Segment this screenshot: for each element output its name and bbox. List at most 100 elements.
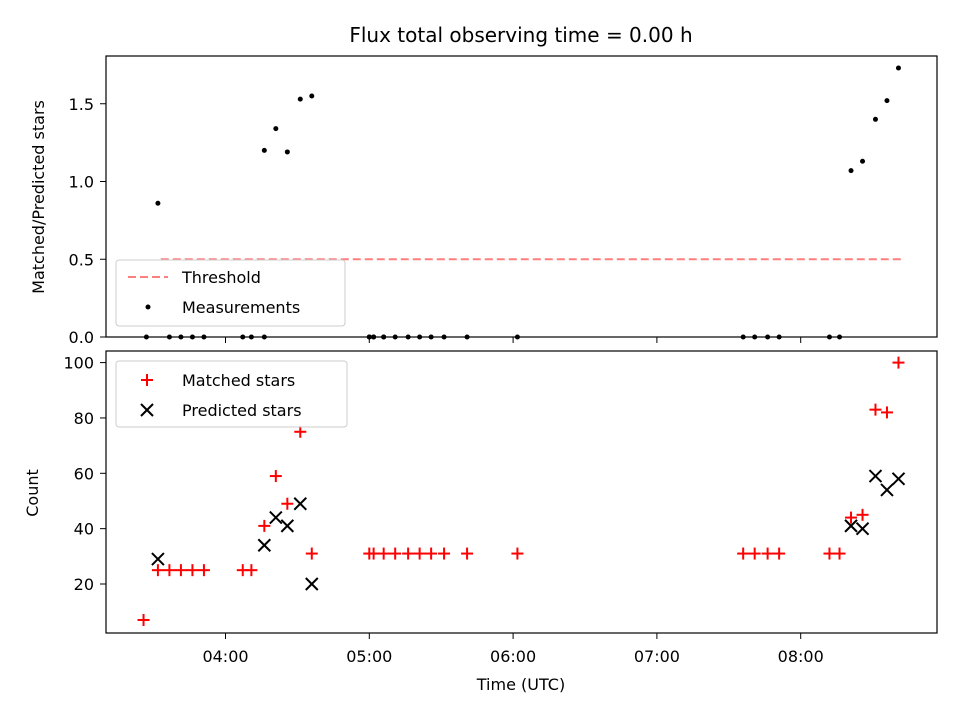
top-y-tick-label: 0.0 — [69, 328, 94, 347]
measurements-legend-swatch — [145, 304, 151, 310]
measurement-point — [428, 334, 434, 340]
matched-legend-label: Matched stars — [182, 371, 295, 390]
measurement-point — [143, 334, 149, 340]
predicted-star-marker — [293, 497, 307, 511]
x-tick-label: 04:00 — [202, 647, 248, 666]
predicted-star-marker — [855, 521, 870, 536]
predicted-star-stroke-b — [891, 472, 906, 486]
x-tick-label: 07:00 — [634, 647, 680, 666]
predicted-star-stroke-b — [280, 519, 295, 533]
predicted-star-marker — [151, 552, 165, 566]
bottom-y-axis-label: Count — [23, 469, 42, 517]
measurement-point — [765, 334, 771, 340]
measurement-points — [143, 65, 901, 340]
measurements-legend-label: Measurements — [182, 298, 300, 317]
matched-star-marker — [137, 613, 150, 626]
top-y-tick-label: 1.5 — [69, 95, 94, 114]
matched-star-marker — [869, 403, 882, 416]
bottom-y-tick-label: 60 — [74, 464, 94, 483]
bottom-panel: 20 40 60 80 100 04:00 05:00 06:00 07:00 08:00 Co… — [23, 350, 938, 694]
top-legend: Threshold Measurements — [115, 259, 346, 327]
matched-star-marker — [163, 564, 176, 577]
matched-star-marker — [245, 564, 258, 577]
predicted-star-marker — [868, 469, 883, 483]
measurement-point — [872, 116, 878, 122]
measurement-point — [826, 334, 832, 340]
predicted-star-stroke-b — [151, 552, 165, 566]
measurement-point — [752, 334, 758, 340]
bottom-y-tick-label: 100 — [63, 354, 94, 373]
measurement-point — [776, 334, 782, 340]
measurement-point — [381, 334, 387, 340]
measurement-point — [297, 96, 303, 102]
x-tick-label: 05:00 — [346, 647, 392, 666]
measurement-point — [273, 126, 279, 132]
measurement-point — [166, 334, 172, 340]
matched-star-marker — [305, 547, 318, 560]
measurement-point — [405, 334, 411, 340]
matched-star-marker — [377, 547, 390, 560]
measurement-point — [837, 334, 843, 340]
predicted-legend-label: Predicted stars — [182, 401, 302, 420]
matched-star-marker — [413, 547, 426, 560]
predicted-star-stroke-b — [269, 510, 283, 525]
predicted-star-stroke-b — [293, 497, 307, 511]
predicted-star-marker — [844, 519, 858, 533]
top-panel: 0.0 0.5 1.0 1.5 Matched/Predicted stars Thr… — [29, 55, 938, 347]
matched-star-marker — [281, 497, 294, 510]
measurement-point — [284, 149, 290, 155]
measurement-point — [417, 334, 423, 340]
matched-star-marker — [174, 564, 187, 577]
x-axis-label: Time (UTC) — [476, 675, 565, 694]
x-tick-label: 06:00 — [490, 647, 536, 666]
measurement-point — [392, 334, 398, 340]
predicted-star-stroke-b — [868, 469, 883, 483]
top-y-ticks: 0.0 0.5 1.0 1.5 — [69, 95, 106, 347]
measurement-point — [848, 168, 854, 174]
predicted-star-marker — [880, 483, 894, 497]
matched-star-marker — [461, 547, 474, 560]
measurement-point — [189, 334, 195, 340]
bottom-y-tick-label: 40 — [74, 520, 94, 539]
bottom-legend: Matched stars Predicted stars — [115, 360, 348, 428]
matched-star-marker — [389, 547, 402, 560]
x-tick-label: 08:00 — [778, 647, 824, 666]
predicted-star-marker — [257, 538, 272, 552]
measurement-point — [261, 147, 267, 153]
measurement-point — [514, 334, 520, 340]
matched-star-marker — [892, 356, 905, 369]
measurement-point — [261, 334, 267, 340]
matched-star-marker — [761, 547, 774, 560]
matched-star-marker — [438, 547, 451, 560]
matched-legend-swatch — [141, 374, 153, 386]
threshold-legend-label: Threshold — [181, 268, 261, 287]
predicted-star-stroke-b — [305, 577, 319, 591]
predicted-star-marker — [891, 472, 906, 486]
measurement-point — [371, 334, 377, 340]
measurement-point — [309, 93, 315, 99]
matched-star-marker — [773, 547, 786, 560]
bottom-plot-frame — [105, 350, 938, 634]
matched-stars-points — [137, 356, 905, 626]
matched-star-marker — [833, 547, 846, 560]
top-y-tick-label: 0.5 — [69, 250, 94, 269]
predicted-star-stroke-b — [257, 538, 272, 552]
top-y-axis-label: Matched/Predicted stars — [29, 100, 48, 294]
matched-star-marker — [845, 511, 858, 524]
predicted-star-marker — [305, 577, 319, 591]
predicted-star-stroke-b — [844, 519, 858, 533]
measurement-point — [248, 334, 254, 340]
matched-star-marker — [880, 406, 893, 419]
measurement-point — [860, 158, 866, 164]
predicted-star-marker — [280, 519, 295, 533]
measurement-point — [240, 334, 246, 340]
top-legend-box — [115, 259, 346, 327]
bottom-x-ticks: 04:00 05:00 06:00 07:00 08:00 — [202, 633, 824, 666]
measurement-point — [366, 334, 372, 340]
measurement-point — [884, 98, 890, 104]
matched-star-marker — [294, 425, 307, 438]
matched-star-marker — [197, 564, 210, 577]
measurement-point — [740, 334, 746, 340]
